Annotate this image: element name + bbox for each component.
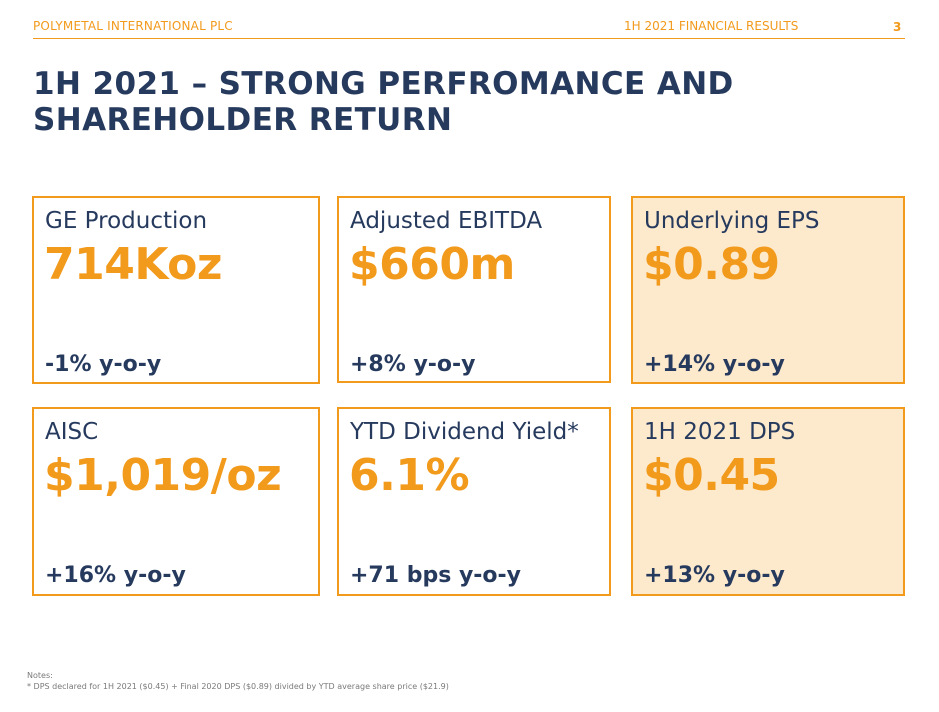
kpi-label: AISC xyxy=(45,419,99,445)
kpi-value: $660m xyxy=(349,239,515,290)
notes-heading: Notes: xyxy=(27,671,53,680)
kpi-card-underlying-eps: Underlying EPS $0.89 +14% y-o-y xyxy=(631,196,905,384)
header-divider xyxy=(33,38,905,39)
kpi-value: $0.89 xyxy=(643,239,780,290)
kpi-value: $0.45 xyxy=(643,450,780,501)
kpi-card-aisc: AISC $1,019/oz +16% y-o-y xyxy=(32,407,320,596)
slide-title: 1H 2021 – STRONG PERFROMANCE AND SHAREHO… xyxy=(33,66,734,138)
company-name: POLYMETAL INTERNATIONAL PLC xyxy=(33,19,233,33)
kpi-card-dps: 1H 2021 DPS $0.45 +13% y-o-y xyxy=(631,407,905,596)
report-section: 1H 2021 FINANCIAL RESULTS xyxy=(624,19,799,33)
dividend-footnote: * DPS declared for 1H 2021 ($0.45) + Fin… xyxy=(27,682,449,691)
kpi-value: 714Koz xyxy=(44,239,223,290)
kpi-label: Underlying EPS xyxy=(644,208,820,234)
kpi-label: YTD Dividend Yield* xyxy=(350,419,579,445)
kpi-change: +14% y-o-y xyxy=(644,352,785,377)
footnotes: Notes: * DPS declared for 1H 2021 ($0.45… xyxy=(27,670,449,692)
kpi-label: Adjusted EBITDA xyxy=(350,208,543,234)
kpi-label: GE Production xyxy=(45,208,208,234)
kpi-card-dividend-yield: YTD Dividend Yield* 6.1% +71 bps y-o-y xyxy=(337,407,611,596)
kpi-change: -1% y-o-y xyxy=(45,352,162,377)
kpi-card-adjusted-ebitda: Adjusted EBITDA $660m +8% y-o-y xyxy=(337,196,611,383)
kpi-change: +71 bps y-o-y xyxy=(350,563,522,588)
kpi-value: 6.1% xyxy=(349,450,470,501)
kpi-change: +13% y-o-y xyxy=(644,563,785,588)
page-number: 3 xyxy=(893,20,902,34)
kpi-value: $1,019/oz xyxy=(44,450,282,501)
kpi-change: +16% y-o-y xyxy=(45,563,186,588)
kpi-label: 1H 2021 DPS xyxy=(644,419,796,445)
kpi-card-ge-production: GE Production 714Koz -1% y-o-y xyxy=(32,196,320,384)
kpi-change: +8% y-o-y xyxy=(350,352,476,377)
